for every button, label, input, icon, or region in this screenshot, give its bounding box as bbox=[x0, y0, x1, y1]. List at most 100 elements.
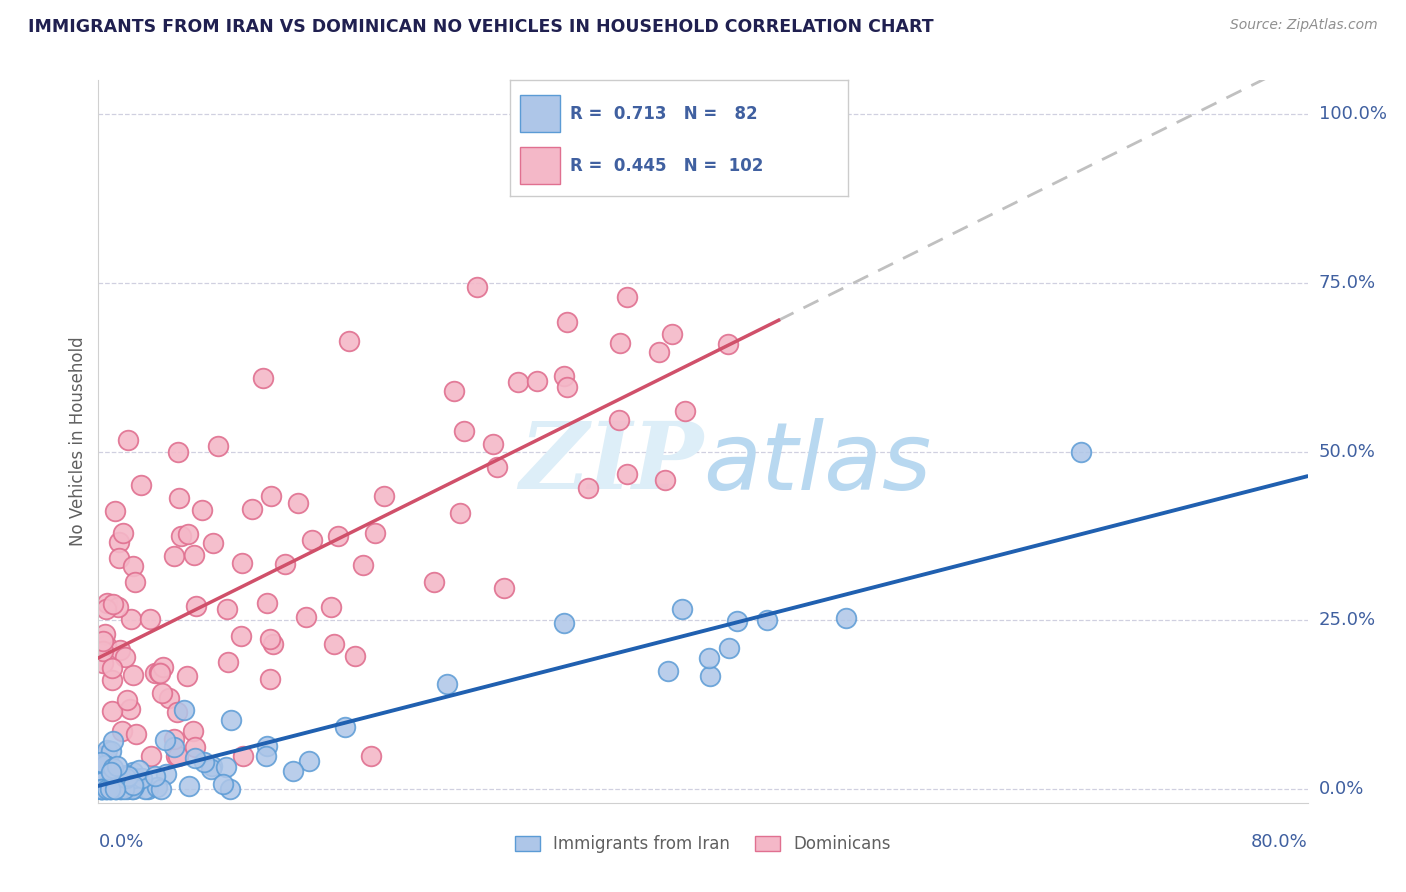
Point bbox=[443, 384, 465, 399]
Point bbox=[122, 668, 145, 682]
Point bbox=[90, 769, 112, 783]
Point bbox=[145, 666, 167, 681]
Point bbox=[94, 761, 117, 775]
Point bbox=[121, 778, 143, 792]
Point bbox=[136, 782, 159, 797]
Point bbox=[184, 739, 207, 754]
Point bbox=[481, 437, 503, 451]
Point bbox=[165, 748, 187, 763]
Text: 100.0%: 100.0% bbox=[1319, 105, 1386, 123]
Point bbox=[553, 368, 575, 383]
Point bbox=[157, 690, 180, 705]
Point bbox=[104, 503, 127, 517]
Point bbox=[91, 656, 114, 670]
Point bbox=[108, 643, 131, 657]
Point bbox=[98, 782, 121, 797]
Point bbox=[120, 612, 142, 626]
Point bbox=[254, 748, 277, 763]
Text: Source: ZipAtlas.com: Source: ZipAtlas.com bbox=[1230, 18, 1378, 32]
Point bbox=[177, 526, 200, 541]
Point bbox=[169, 491, 191, 506]
Point bbox=[94, 757, 117, 772]
Point bbox=[91, 634, 114, 648]
Point bbox=[128, 763, 150, 777]
Point bbox=[96, 782, 118, 797]
Point bbox=[717, 337, 740, 351]
Point bbox=[183, 548, 205, 562]
Point bbox=[506, 375, 529, 389]
Text: 50.0%: 50.0% bbox=[1319, 442, 1375, 460]
Point bbox=[191, 503, 214, 517]
Point bbox=[555, 315, 578, 329]
Point bbox=[100, 744, 122, 758]
Point bbox=[91, 782, 114, 797]
Point bbox=[219, 782, 242, 797]
Point bbox=[207, 440, 229, 454]
Point bbox=[96, 743, 118, 757]
Point bbox=[657, 664, 679, 678]
Point bbox=[94, 626, 117, 640]
Point bbox=[467, 280, 489, 294]
Point bbox=[273, 558, 295, 572]
Text: 0.0%: 0.0% bbox=[1319, 780, 1364, 798]
Point bbox=[215, 760, 238, 774]
Point bbox=[756, 613, 779, 627]
Text: IMMIGRANTS FROM IRAN VS DOMINICAN NO VEHICLES IN HOUSEHOLD CORRELATION CHART: IMMIGRANTS FROM IRAN VS DOMINICAN NO VEH… bbox=[28, 18, 934, 36]
Point bbox=[115, 782, 138, 797]
Point bbox=[200, 763, 222, 777]
Point bbox=[616, 467, 638, 481]
Point bbox=[201, 758, 224, 772]
Point bbox=[259, 673, 281, 687]
Point bbox=[101, 597, 124, 611]
Point bbox=[193, 755, 215, 769]
Point bbox=[449, 506, 471, 520]
Text: 75.0%: 75.0% bbox=[1319, 274, 1376, 292]
Point bbox=[201, 536, 224, 550]
Point bbox=[153, 732, 176, 747]
Point bbox=[671, 602, 693, 616]
Point bbox=[100, 782, 122, 797]
Point bbox=[301, 533, 323, 548]
Point bbox=[122, 782, 145, 797]
Point bbox=[179, 779, 201, 793]
Point bbox=[173, 703, 195, 717]
Point bbox=[129, 478, 152, 492]
Point bbox=[260, 490, 283, 504]
Point bbox=[96, 596, 118, 610]
Point bbox=[607, 412, 630, 426]
Point bbox=[252, 371, 274, 385]
Point bbox=[231, 629, 253, 643]
Point bbox=[91, 748, 114, 763]
Point bbox=[328, 529, 350, 543]
Point bbox=[673, 404, 696, 418]
Point bbox=[111, 724, 134, 739]
Point bbox=[181, 724, 204, 739]
Point bbox=[94, 638, 117, 652]
Point bbox=[115, 693, 138, 707]
Point bbox=[148, 665, 170, 680]
Point bbox=[217, 655, 239, 669]
Point bbox=[100, 782, 122, 797]
Point bbox=[90, 782, 112, 797]
Point bbox=[486, 459, 509, 474]
Point bbox=[94, 762, 117, 776]
Point bbox=[91, 775, 114, 789]
Point bbox=[122, 765, 145, 780]
Point bbox=[240, 501, 263, 516]
Text: ZIP: ZIP bbox=[519, 418, 703, 508]
Point bbox=[360, 748, 382, 763]
Point bbox=[262, 637, 284, 651]
Point bbox=[90, 772, 112, 787]
Point bbox=[211, 777, 233, 791]
Point bbox=[108, 775, 131, 789]
Point bbox=[259, 632, 281, 646]
Point bbox=[105, 782, 128, 797]
Point bbox=[108, 551, 131, 566]
Point bbox=[117, 434, 139, 448]
Point bbox=[287, 496, 309, 510]
Point bbox=[122, 772, 145, 786]
Point bbox=[94, 782, 117, 797]
Point bbox=[553, 616, 575, 631]
Point bbox=[453, 425, 475, 439]
Point bbox=[697, 650, 720, 665]
